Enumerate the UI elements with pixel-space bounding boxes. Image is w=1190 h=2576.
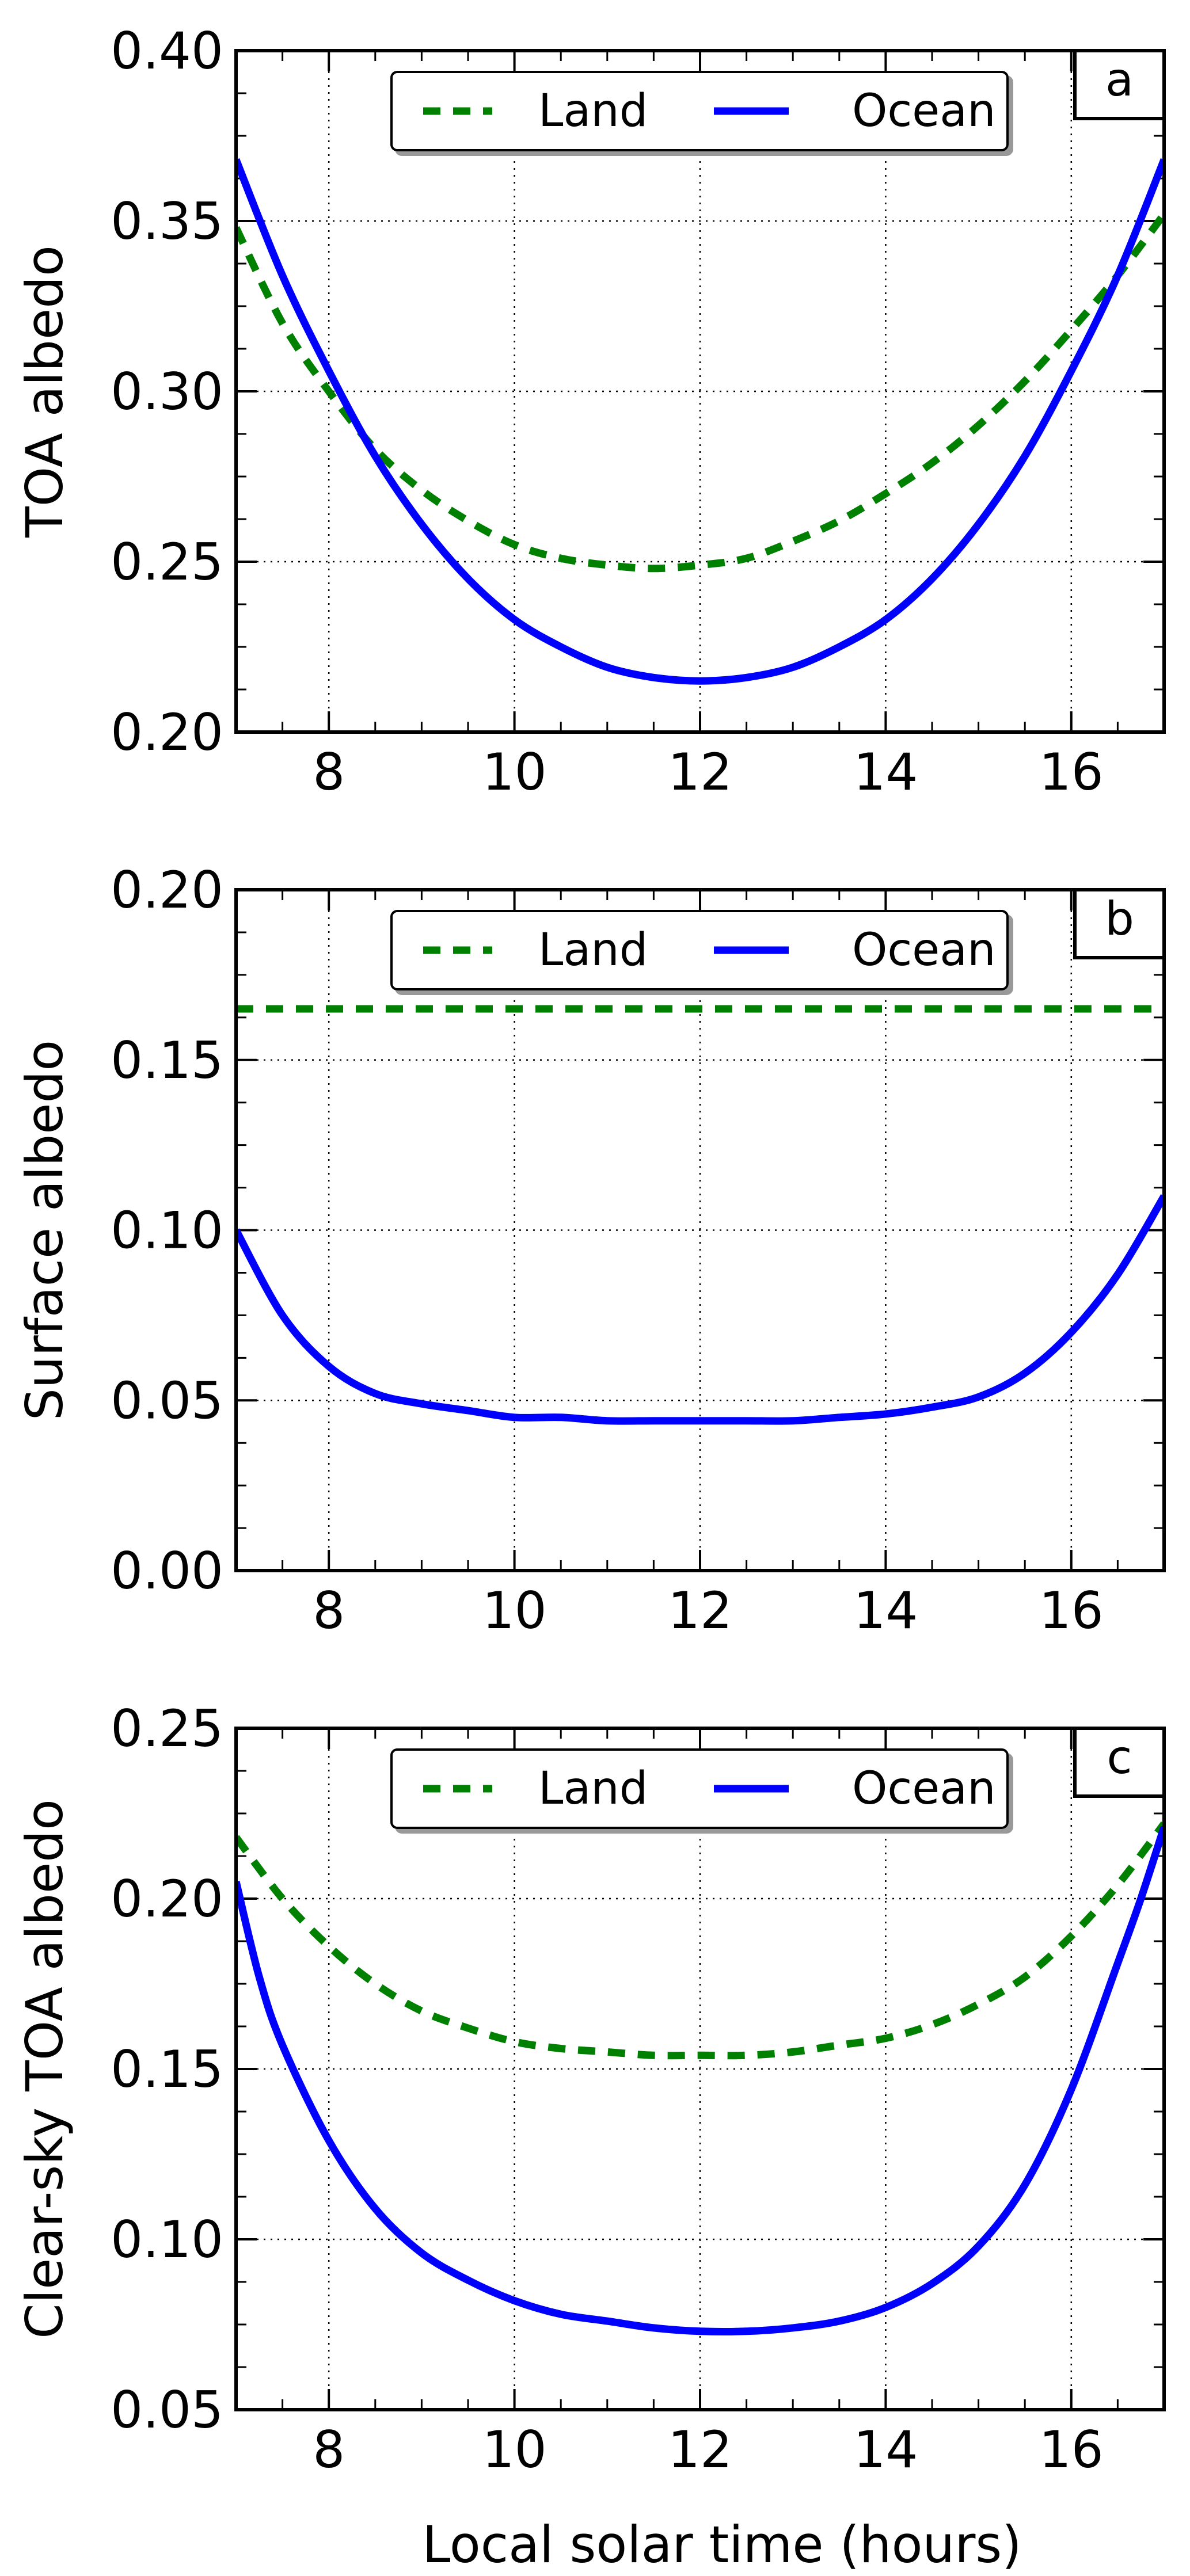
series-line-ocean [236, 1826, 1164, 2336]
y-tick-label: 0.15 [111, 1031, 223, 1090]
panel-label-box [1073, 49, 1166, 120]
y-tick-label: 0.05 [111, 1371, 223, 1430]
x-tick-label: 16 [1039, 1581, 1104, 1640]
series-line-ocean [236, 1194, 1164, 1425]
legend-label-ocean: Ocean [852, 924, 996, 976]
x-tick-label: 14 [853, 1581, 918, 1640]
y-tick-label: 0.35 [111, 192, 223, 251]
plot-frame [234, 49, 1166, 734]
panel-b: 8 10 12 14 16 0.00 0.05 0.10 0.15 0.20 Surface alb… [15, 860, 1166, 1640]
panel-label-box [1073, 1727, 1166, 1798]
panel-label: c [1107, 1731, 1132, 1784]
legend-label-land: Land [538, 1763, 648, 1815]
panel-label: a [1105, 53, 1134, 106]
panel-label-box [1073, 888, 1166, 959]
legend-label-ocean: Ocean [852, 85, 996, 137]
y-tick-label: 0.20 [111, 860, 223, 920]
legend-label-land: Land [538, 924, 648, 976]
x-tick-label: 16 [1039, 2420, 1104, 2479]
y-tick-label: 0.00 [111, 1541, 223, 1601]
plot-frame [234, 888, 1166, 1572]
series-line-ocean [236, 158, 1164, 685]
legend-box [390, 71, 1009, 151]
panel-c: 8 10 12 14 16 0.05 0.10 0.15 0.20 0.25 Clear-sky T… [15, 1699, 1166, 2479]
y-tick-label: 0.10 [111, 2210, 223, 2269]
panel-label: b [1105, 892, 1134, 946]
y-axis-label: Surface albedo [15, 1040, 74, 1420]
x-tick-label: 10 [482, 2420, 547, 2479]
legend: Land Ocean [390, 1748, 1009, 1829]
legend: Land Ocean [390, 71, 1009, 151]
x-tick-label: 10 [482, 742, 547, 802]
legend: Land Ocean [390, 910, 1009, 990]
y-tick-label: 0.20 [111, 1869, 223, 1929]
y-tick-label: 0.10 [111, 1201, 223, 1260]
plot-frame [234, 1727, 1166, 2411]
y-tick-label: 0.25 [111, 532, 223, 592]
series-line-land [236, 1821, 1164, 2060]
x-tick-label: 8 [313, 2420, 345, 2479]
panel-a: 8 10 12 14 16 0.20 0.25 0.30 0.35 0.40 TOA albedo a… [15, 21, 1166, 802]
legend-box [390, 910, 1009, 990]
y-tick-label: 0.15 [111, 2040, 223, 2099]
y-tick-label: 0.20 [111, 703, 223, 762]
x-axis-label: Local solar time (hours) [422, 2515, 1021, 2574]
x-tick-label: 14 [853, 2420, 918, 2479]
y-axis-label: TOA albedo [15, 245, 74, 538]
x-tick-label: 10 [482, 1581, 547, 1640]
y-tick-label: 0.30 [111, 362, 223, 421]
legend-label-land: Land [538, 85, 648, 137]
y-tick-label: 0.25 [111, 1699, 223, 1758]
x-tick-label: 12 [668, 2420, 732, 2479]
y-tick-label: 0.40 [111, 21, 223, 81]
x-tick-label: 8 [313, 742, 345, 802]
x-tick-label: 12 [668, 742, 732, 802]
x-tick-label: 16 [1039, 742, 1104, 802]
y-axis-label: Clear-sky TOA albedo [15, 1799, 74, 2339]
x-tick-label: 8 [313, 1581, 345, 1640]
y-tick-label: 0.05 [111, 2380, 223, 2440]
legend-box [390, 1748, 1009, 1829]
legend-label-ocean: Ocean [852, 1763, 996, 1815]
x-tick-label: 12 [668, 1581, 732, 1640]
x-tick-label: 14 [853, 742, 918, 802]
series-line-land [236, 212, 1164, 573]
